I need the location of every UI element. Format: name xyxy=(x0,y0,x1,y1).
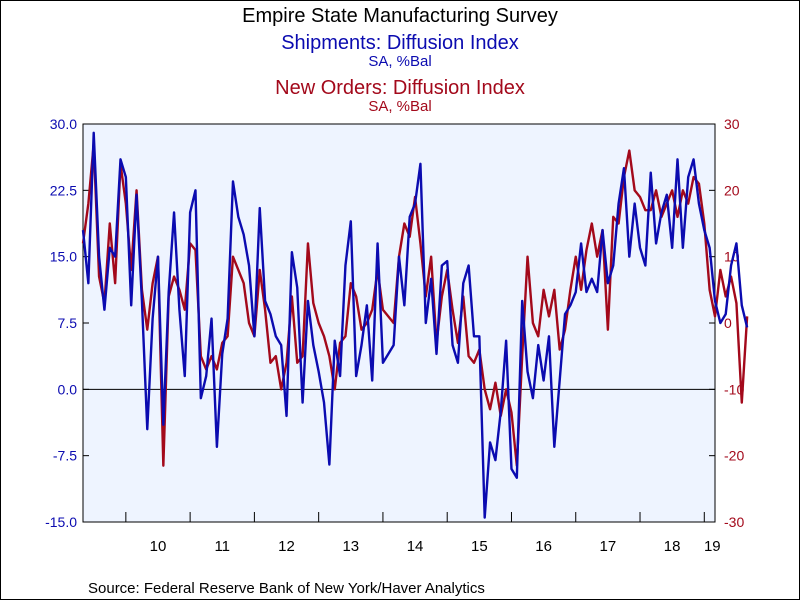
x-tick-label: 18 xyxy=(664,538,681,555)
x-tick-label: 14 xyxy=(407,538,424,555)
right-tick-label: 10 xyxy=(724,249,740,265)
right-tick-label: -30 xyxy=(724,514,744,530)
series-1-unit: SA, %Bal xyxy=(368,53,431,70)
series-1-title: Shipments: Diffusion Index xyxy=(281,32,519,54)
source-note: Source: Federal Reserve Bank of New York… xyxy=(88,580,485,597)
series-2-title: New Orders: Diffusion Index xyxy=(275,77,525,99)
x-tick-label: 16 xyxy=(535,538,552,555)
right-tick-label: -10 xyxy=(724,381,744,397)
series-layer xyxy=(81,131,749,519)
x-tick-label: 17 xyxy=(600,538,617,555)
right-tick-label: 20 xyxy=(724,182,740,198)
left-tick-label: 30.0 xyxy=(50,116,77,132)
series-2-unit: SA, %Bal xyxy=(368,98,431,115)
x-tick-label: 12 xyxy=(278,538,295,555)
left-tick-label: 0.0 xyxy=(58,381,78,397)
x-tick-label: 13 xyxy=(342,538,359,555)
x-tick-label: 10 xyxy=(150,538,167,555)
right-tick-label: 30 xyxy=(724,116,740,132)
x-tick-label: 15 xyxy=(471,538,488,555)
left-tick-label: 15.0 xyxy=(50,249,77,265)
x-tick-label: 11 xyxy=(214,538,230,555)
left-tick-label: 22.5 xyxy=(50,182,77,198)
right-tick-label: -20 xyxy=(724,448,744,464)
plot-area xyxy=(82,123,716,523)
x-tick-label: 19 xyxy=(704,538,721,555)
left-tick-label: 7.5 xyxy=(58,315,78,331)
left-tick-label: -7.5 xyxy=(53,448,77,464)
right-tick-label: 0 xyxy=(724,315,732,331)
series-line-shipments xyxy=(81,131,749,519)
left-tick-label: -15.0 xyxy=(45,514,77,530)
axes-layer: 30.0 22.5 15.0 7.5 0.0 -7.5 -15.0 30 20 10 0 -10 -20… xyxy=(45,116,744,555)
chart-title: Empire State Manufacturing Survey xyxy=(242,5,558,27)
